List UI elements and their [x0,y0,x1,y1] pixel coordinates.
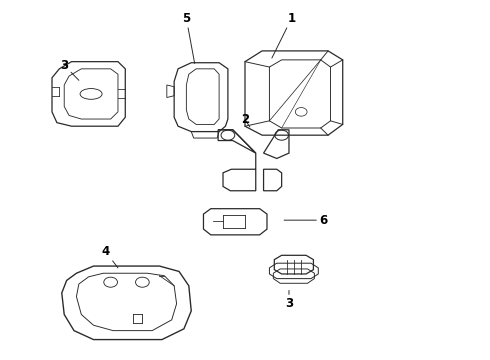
Text: 3: 3 [285,291,293,310]
Text: 4: 4 [101,245,118,268]
Text: 2: 2 [241,113,250,127]
Text: 1: 1 [272,12,295,58]
Text: 6: 6 [284,214,327,227]
Text: 5: 5 [182,12,195,63]
Text: 3: 3 [60,59,79,80]
